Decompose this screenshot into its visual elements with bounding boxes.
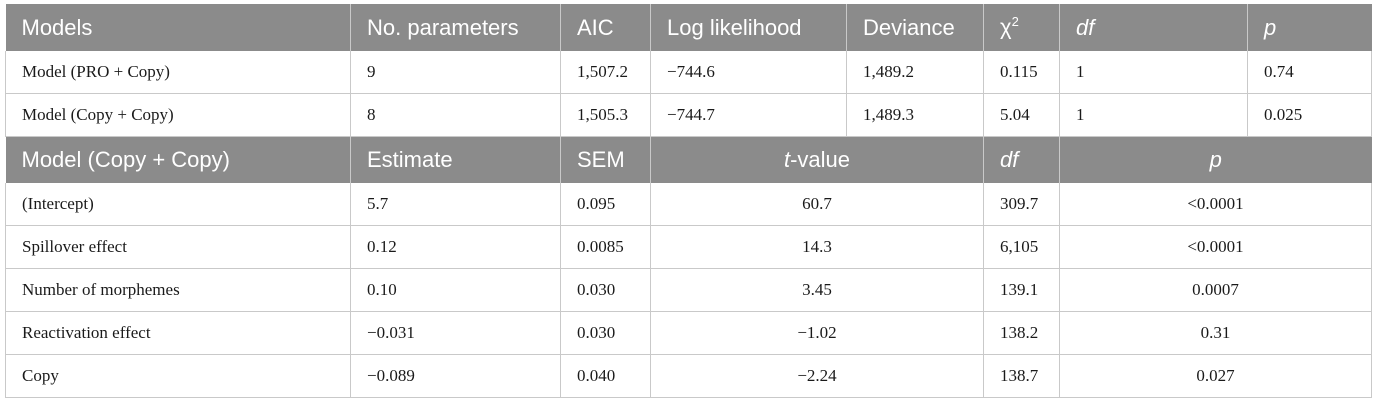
cell-term: Reactivation effect — [5, 311, 351, 355]
fixed-effects-table: Model (Copy + Copy) Estimate SEM t-value… — [5, 137, 1372, 398]
cell-model: Model (PRO + Copy) — [5, 51, 351, 94]
table-header-row: Model (Copy + Copy) Estimate SEM t-value… — [5, 137, 1372, 183]
cell-p: 0.027 — [1059, 354, 1372, 398]
cell-aic: 1,507.2 — [560, 51, 651, 94]
header-models: Models — [5, 4, 351, 51]
cell-estimate: −0.031 — [350, 311, 561, 355]
cell-term: Copy — [5, 354, 351, 398]
chi-symbol: χ — [1000, 14, 1012, 40]
cell-log-likelihood: −744.6 — [650, 51, 847, 94]
table-row: Spillover effect 0.12 0.0085 14.3 6,105 … — [5, 225, 1372, 269]
header-chi-squared: χ2 — [983, 4, 1060, 51]
cell-no-parameters: 9 — [350, 51, 561, 94]
cell-term: (Intercept) — [5, 183, 351, 226]
results-table: Models No. parameters AIC Log likelihood… — [5, 4, 1372, 398]
table-row: (Intercept) 5.7 0.095 60.7 309.7 <0.0001 — [5, 183, 1372, 226]
header-deviance: Deviance — [846, 4, 984, 51]
cell-estimate: 0.10 — [350, 268, 561, 312]
cell-deviance: 1,489.2 — [846, 51, 984, 94]
cell-df: 139.1 — [983, 268, 1060, 312]
cell-df: 1 — [1059, 93, 1248, 137]
cell-t-value: 3.45 — [650, 268, 984, 312]
cell-chi-squared: 0.115 — [983, 51, 1060, 94]
header-aic: AIC — [560, 4, 651, 51]
cell-df: 6,105 — [983, 225, 1060, 269]
header-model-copy-copy: Model (Copy + Copy) — [5, 137, 351, 183]
cell-log-likelihood: −744.7 — [650, 93, 847, 137]
cell-estimate: −0.089 — [350, 354, 561, 398]
cell-model: Model (Copy + Copy) — [5, 93, 351, 137]
t-value-label: -value — [790, 147, 851, 172]
table-row: Number of morphemes 0.10 0.030 3.45 139.… — [5, 268, 1372, 312]
cell-estimate: 0.12 — [350, 225, 561, 269]
header-df: df — [1059, 4, 1248, 51]
cell-sem: 0.030 — [560, 268, 651, 312]
cell-t-value: 60.7 — [650, 183, 984, 226]
chi-superscript: 2 — [1011, 14, 1019, 30]
cell-p: <0.0001 — [1059, 225, 1372, 269]
cell-estimate: 5.7 — [350, 183, 561, 226]
cell-p: 0.0007 — [1059, 268, 1372, 312]
cell-sem: 0.030 — [560, 311, 651, 355]
header-p: p — [1247, 4, 1372, 51]
cell-t-value: 14.3 — [650, 225, 984, 269]
cell-sem: 0.095 — [560, 183, 651, 226]
header-no-parameters: No. parameters — [350, 4, 561, 51]
header-estimate: Estimate — [350, 137, 561, 183]
cell-aic: 1,505.3 — [560, 93, 651, 137]
table-row: Model (Copy + Copy) 8 1,505.3 −744.7 1,4… — [5, 93, 1372, 137]
cell-term: Spillover effect — [5, 225, 351, 269]
cell-df: 309.7 — [983, 183, 1060, 226]
cell-df: 1 — [1059, 51, 1248, 94]
cell-chi-squared: 5.04 — [983, 93, 1060, 137]
header-df: df — [983, 137, 1060, 183]
table-row: Copy −0.089 0.040 −2.24 138.7 0.027 — [5, 354, 1372, 398]
cell-deviance: 1,489.3 — [846, 93, 984, 137]
cell-sem: 0.0085 — [560, 225, 651, 269]
header-p: p — [1059, 137, 1372, 183]
cell-no-parameters: 8 — [350, 93, 561, 137]
cell-term: Number of morphemes — [5, 268, 351, 312]
cell-df: 138.7 — [983, 354, 1060, 398]
table-row: Reactivation effect −0.031 0.030 −1.02 1… — [5, 311, 1372, 355]
model-comparison-table: Models No. parameters AIC Log likelihood… — [5, 4, 1372, 137]
cell-p: <0.0001 — [1059, 183, 1372, 226]
cell-p: 0.74 — [1247, 51, 1372, 94]
cell-sem: 0.040 — [560, 354, 651, 398]
cell-t-value: −2.24 — [650, 354, 984, 398]
header-sem: SEM — [560, 137, 651, 183]
table-header-row: Models No. parameters AIC Log likelihood… — [5, 4, 1372, 51]
cell-p: 0.025 — [1247, 93, 1372, 137]
cell-df: 138.2 — [983, 311, 1060, 355]
cell-p: 0.31 — [1059, 311, 1372, 355]
cell-t-value: −1.02 — [650, 311, 984, 355]
header-t-value: t-value — [650, 137, 984, 183]
header-log-likelihood: Log likelihood — [650, 4, 847, 51]
t-italic: t — [783, 147, 791, 172]
table-row: Model (PRO + Copy) 9 1,507.2 −744.6 1,48… — [5, 51, 1372, 94]
